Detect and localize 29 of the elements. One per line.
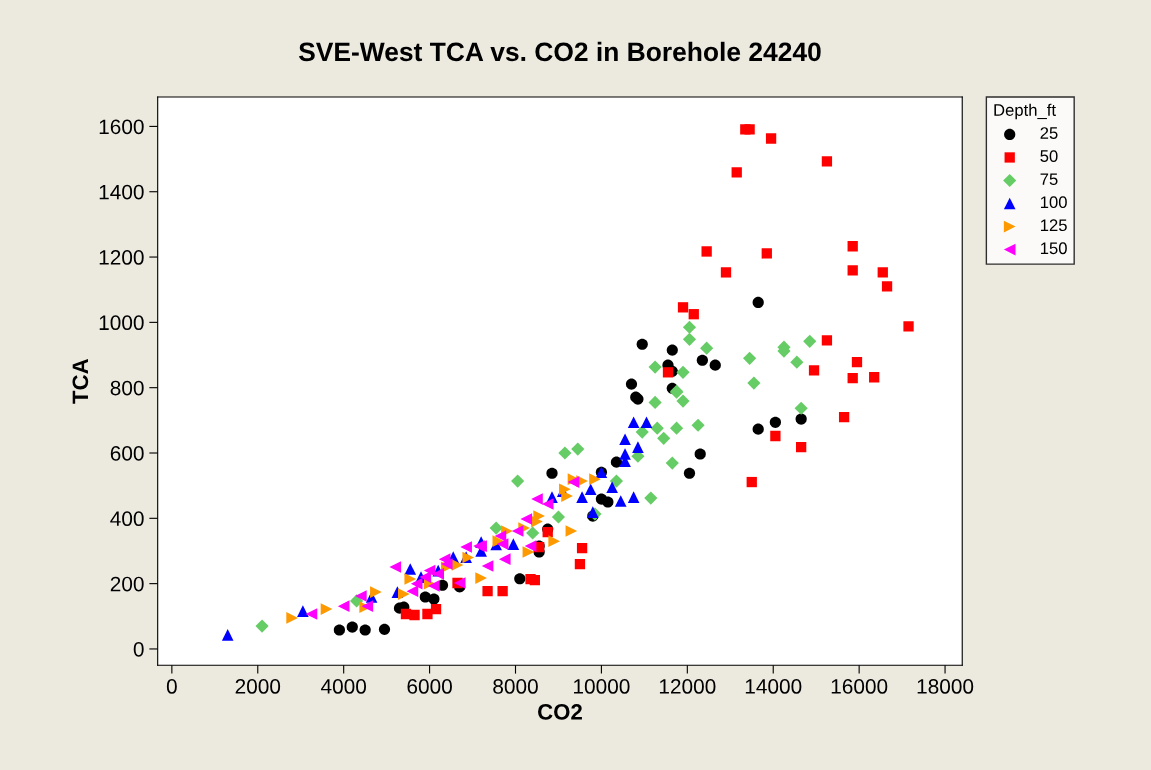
y-tick-label: 600 bbox=[110, 446, 144, 461]
legend-label: 25 bbox=[1040, 127, 1058, 139]
x-tick-label: 8000 bbox=[493, 679, 538, 694]
legend-label: 125 bbox=[1040, 219, 1067, 232]
y-axis-title: TCA bbox=[72, 358, 89, 404]
legend-label: 50 bbox=[1040, 150, 1058, 162]
x-tick-label: 12000 bbox=[659, 679, 716, 694]
legend-label: 75 bbox=[1040, 173, 1058, 186]
y-tick-label: 1200 bbox=[99, 250, 144, 265]
x-tick-label: 0 bbox=[166, 679, 177, 694]
y-tick-label: 400 bbox=[110, 511, 144, 527]
x-tick-label: 14000 bbox=[745, 679, 802, 694]
legend-title: Depth_ft bbox=[994, 103, 1056, 120]
y-tick-label: 0 bbox=[133, 641, 144, 657]
y-tick-label: 1400 bbox=[99, 184, 144, 200]
x-tick-label: 10000 bbox=[574, 679, 630, 694]
x-axis-title: CO2 bbox=[538, 704, 582, 720]
legend-label: 100 bbox=[1040, 196, 1067, 209]
chart-title: SVE-West TCA vs. CO2 in Borehole 24240 bbox=[298, 41, 821, 62]
y-tick-label: 800 bbox=[110, 380, 144, 396]
x-tick-label: 4000 bbox=[320, 679, 367, 694]
y-tick-label: 200 bbox=[110, 576, 144, 592]
y-tick-label: 1600 bbox=[99, 119, 144, 135]
x-tick-label: 6000 bbox=[407, 679, 452, 694]
x-tick-label: 16000 bbox=[831, 679, 888, 694]
x-tick-label: 18000 bbox=[917, 679, 974, 694]
x-tick-label: 2000 bbox=[235, 679, 281, 694]
y-tick-label: 1000 bbox=[99, 315, 144, 331]
legend-label: 150 bbox=[1040, 242, 1067, 255]
